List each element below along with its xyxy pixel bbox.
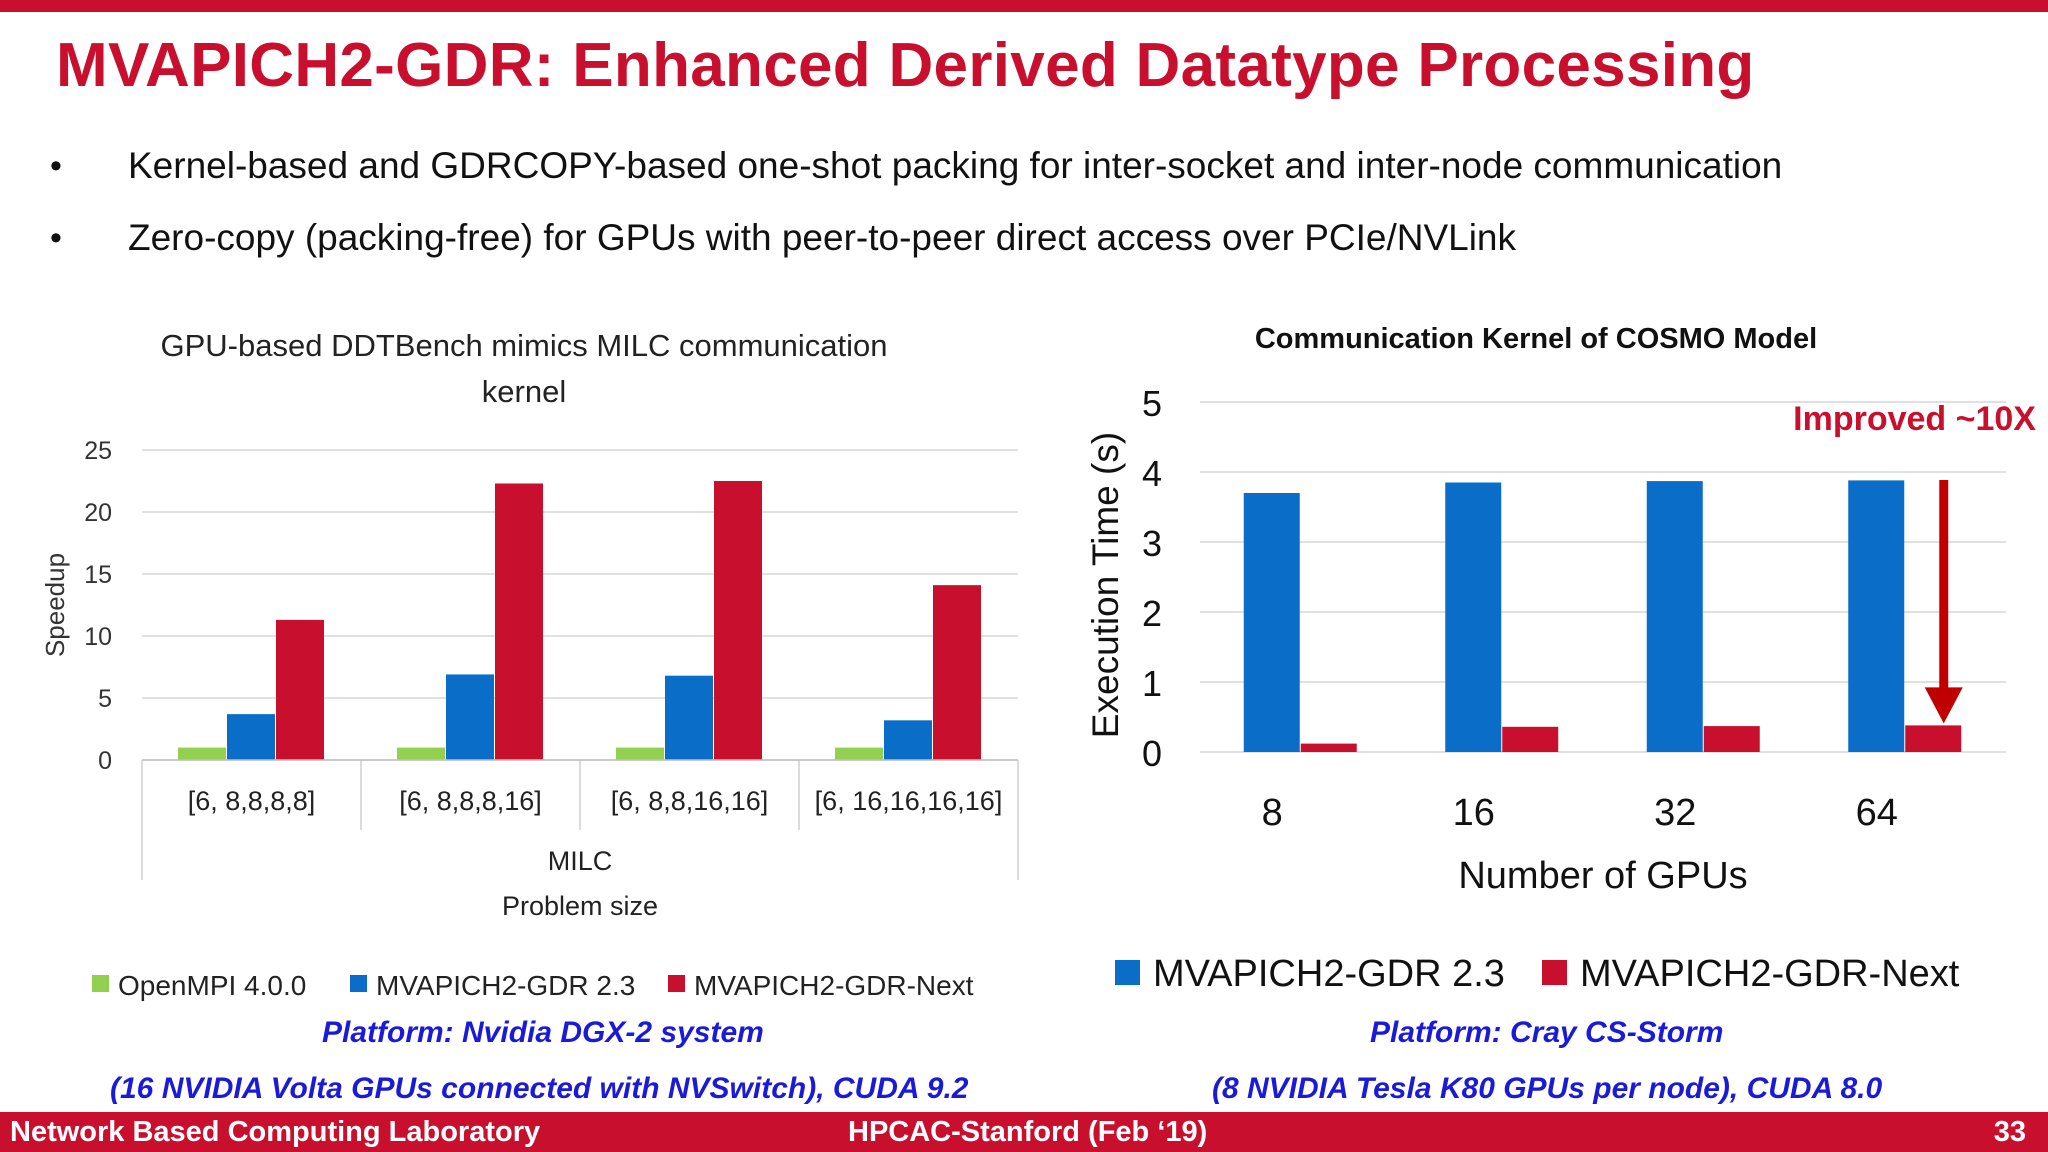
y-tick-label: 4 — [1142, 453, 1162, 494]
bullet-text: Zero-copy (packing-free) for GPUs with p… — [128, 217, 1517, 258]
x-group-label: MILC — [548, 846, 613, 876]
slide-title: MVAPICH2-GDR: Enhanced Derived Datatype … — [56, 31, 1755, 100]
x-tick-label: [6, 8,8,8,16] — [399, 786, 542, 816]
top-accent-bar — [0, 0, 2048, 12]
bar — [665, 675, 713, 760]
legend-swatch — [350, 975, 367, 992]
y-axis-title: Speedup — [40, 553, 70, 657]
bullet-marker: • — [50, 147, 62, 185]
bar — [446, 674, 494, 760]
y-tick-label: 5 — [1142, 383, 1162, 424]
bar — [933, 585, 981, 760]
y-tick-label: 20 — [84, 499, 112, 527]
y-tick-label: 25 — [84, 437, 112, 465]
bar — [227, 714, 275, 760]
right-platform-line1: Platform: Cray CS-Storm — [1370, 1016, 1724, 1049]
speedup-chart: GPU-based DDTBench mimics MILC communica… — [40, 328, 1019, 1001]
bar — [1703, 726, 1760, 752]
legend-label: MVAPICH2-GDR-Next — [694, 970, 974, 1001]
footer-bar: Network Based Computing Laboratory HPCAC… — [0, 1112, 2048, 1152]
x-tick-label: [6, 8,8,16,16] — [611, 786, 769, 816]
y-tick-label: 3 — [1142, 523, 1162, 564]
chart-title: GPU-based DDTBench mimics MILC communica… — [161, 328, 888, 363]
y-tick-label: 10 — [84, 623, 112, 651]
bar — [1905, 725, 1962, 752]
y-tick-label: 2 — [1142, 593, 1162, 634]
bar — [178, 747, 226, 760]
y-tick-label: 5 — [98, 685, 112, 713]
legend-label: MVAPICH2-GDR 2.3 — [1153, 953, 1505, 995]
legend-swatch — [92, 975, 109, 992]
x-axis-title: Number of GPUs — [1458, 855, 1747, 897]
bar — [714, 481, 762, 760]
legend-swatch — [668, 975, 685, 992]
bullet-text: Kernel-based and GDRCOPY-based one-shot … — [128, 145, 1783, 186]
x-tick-label: 64 — [1856, 792, 1898, 834]
page-number: 33 — [1993, 1116, 2026, 1148]
x-tick-label: [6, 8,8,8,8] — [188, 786, 316, 816]
bar — [397, 747, 445, 760]
bullet-marker: • — [50, 219, 62, 257]
footer-lab-name: Network Based Computing Laboratory — [10, 1116, 541, 1148]
footer-event: HPCAC-Stanford (Feb ‘19) — [848, 1116, 1208, 1148]
bar — [616, 747, 664, 760]
annotation-text: Improved ~10X — [1793, 400, 2036, 438]
bar — [835, 747, 883, 760]
annotation-arrowhead — [1924, 687, 1963, 724]
bar — [1848, 480, 1905, 752]
legend-label: MVAPICH2-GDR-Next — [1580, 953, 1960, 995]
bar — [1646, 481, 1703, 752]
x-tick-label: 8 — [1262, 792, 1283, 834]
left-platform-line1: Platform: Nvidia DGX-2 system — [322, 1016, 764, 1049]
bar — [495, 483, 543, 760]
bar — [1445, 482, 1502, 752]
x-tick-label: 32 — [1654, 792, 1696, 834]
left-platform-line2: (16 NVIDIA Volta GPUs connected with NVS… — [110, 1072, 969, 1105]
chart-title: Communication Kernel of COSMO Model — [1255, 323, 1817, 355]
bar — [276, 619, 324, 760]
bar — [1243, 493, 1300, 752]
y-tick-label: 15 — [84, 561, 112, 589]
bar — [1300, 743, 1357, 752]
execution-time-chart: Communication Kernel of COSMO Model 0 1 2 3 4… — [1085, 323, 2036, 995]
x-tick-label: 16 — [1453, 792, 1495, 834]
x-axis-title: Problem size — [502, 891, 658, 921]
y-tick-label: 0 — [98, 747, 112, 775]
bar — [1502, 726, 1559, 752]
legend-swatch — [1115, 960, 1140, 985]
y-tick-label: 0 — [1142, 733, 1162, 774]
bar — [884, 720, 932, 760]
right-platform-line2: (8 NVIDIA Tesla K80 GPUs per node), CUDA… — [1212, 1072, 1883, 1105]
y-axis-title: Execution Time (s) — [1085, 432, 1126, 738]
legend-label: MVAPICH2-GDR 2.3 — [376, 970, 635, 1001]
legend-swatch — [1542, 960, 1567, 985]
x-tick-label: [6, 16,16,16,16] — [815, 786, 1003, 816]
legend-label: OpenMPI 4.0.0 — [118, 970, 306, 1001]
chart-title: kernel — [482, 374, 566, 409]
y-tick-label: 1 — [1142, 663, 1162, 704]
